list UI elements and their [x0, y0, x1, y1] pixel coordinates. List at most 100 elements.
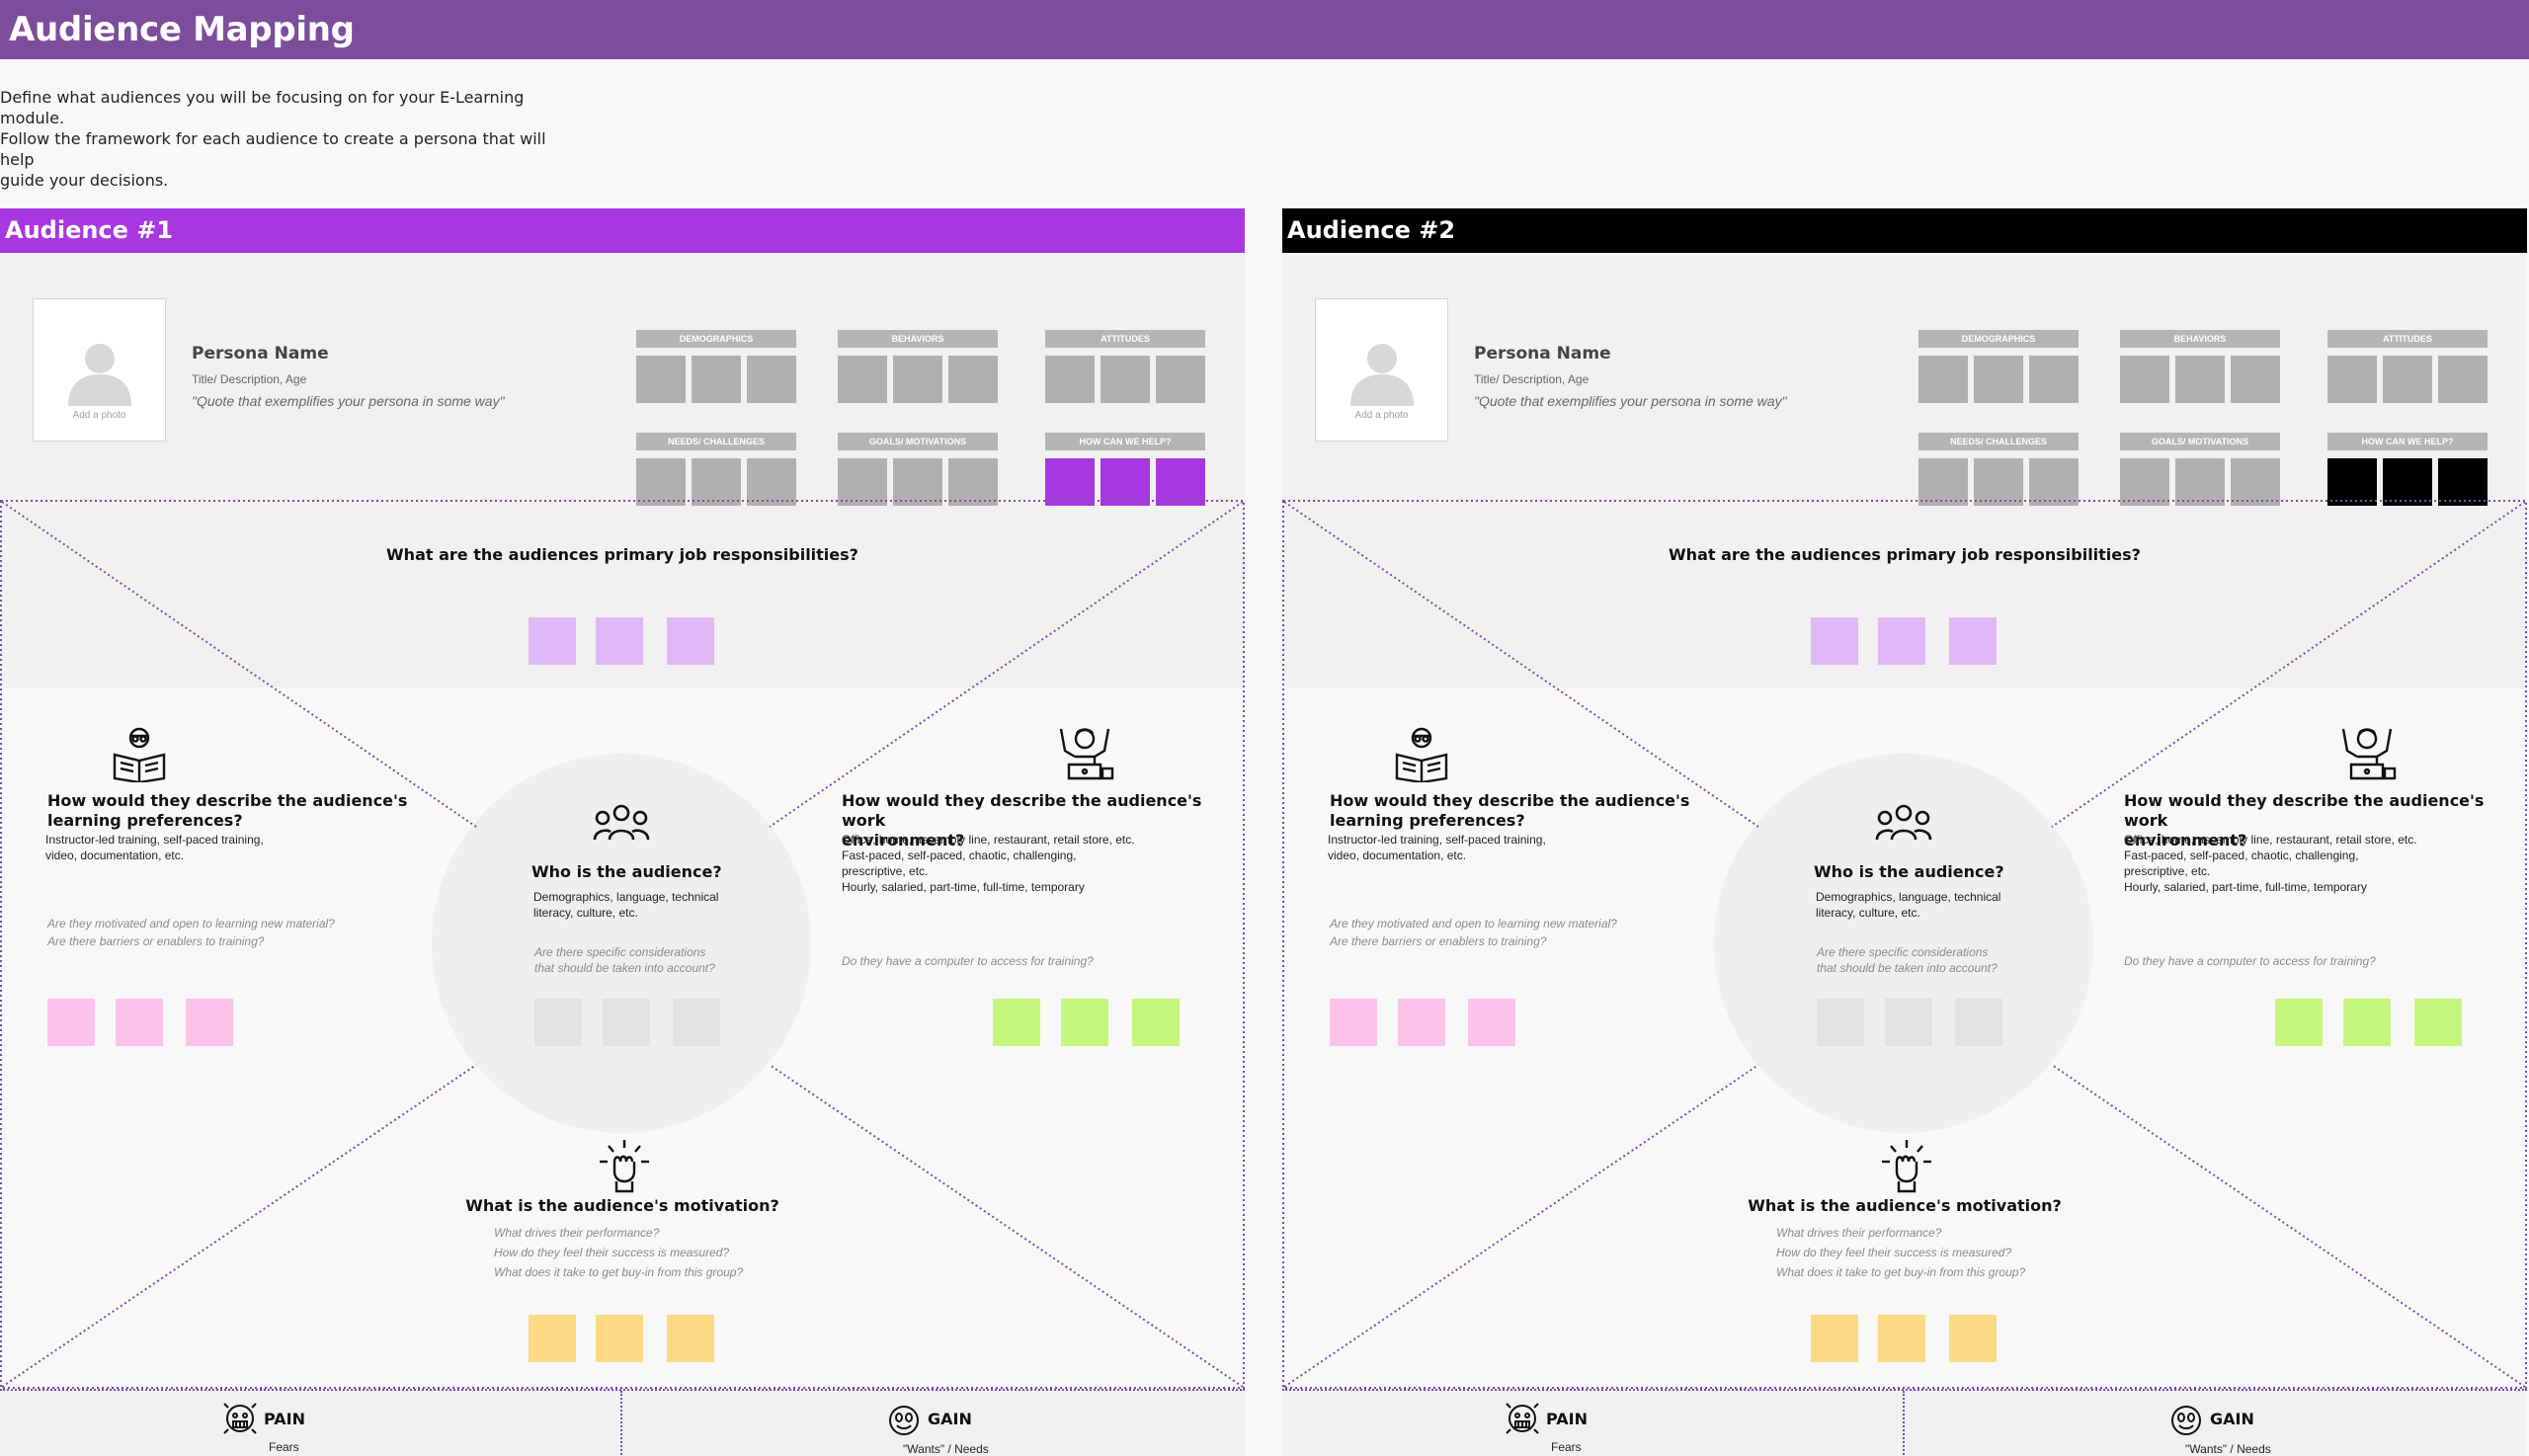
attribute-square[interactable] [1101, 458, 1150, 506]
hint-line: that should be taken into account? [534, 961, 715, 975]
sticky-note-grey[interactable] [1955, 999, 2002, 1046]
page-title: Audience Mapping [9, 10, 355, 49]
sticky-note-pink[interactable] [1330, 999, 1377, 1046]
sticky-note-green[interactable] [2275, 999, 2323, 1046]
attribute-square[interactable] [838, 356, 887, 403]
attribute-square[interactable] [1045, 356, 1095, 403]
attribute-square[interactable] [636, 356, 686, 403]
question-line: How would they describe the audience's w… [842, 791, 1202, 830]
sticky-note-green[interactable] [1061, 999, 1108, 1046]
sticky-note-yellow[interactable] [1949, 1315, 1997, 1362]
attribute-square[interactable] [2029, 356, 2079, 403]
attribute-square[interactable] [2383, 356, 2432, 403]
attribute-square[interactable] [2120, 458, 2169, 506]
learning-question: How would they describe the audience's l… [1330, 791, 1705, 831]
attribute-square[interactable] [1918, 458, 1968, 506]
persona-quote[interactable]: "Quote that exemplifies your persona in … [192, 393, 505, 409]
sticky-note-yellow[interactable] [596, 1315, 643, 1362]
attribute-block: NEEDS/ CHALLENGES [636, 433, 796, 522]
sticky-note-green[interactable] [993, 999, 1040, 1046]
sticky-note-purple[interactable] [596, 617, 643, 665]
attribute-square[interactable] [1156, 458, 1205, 506]
attribute-square[interactable] [2120, 356, 2169, 403]
sticky-note-purple[interactable] [529, 617, 576, 665]
sticky-note-grey[interactable] [534, 999, 582, 1046]
sticky-note-yellow[interactable] [667, 1315, 714, 1362]
photo-placeholder[interactable]: Add a photo [1315, 298, 1448, 442]
sticky-note-grey[interactable] [603, 999, 650, 1046]
sticky-note-grey[interactable] [673, 999, 720, 1046]
attribute-square[interactable] [2438, 458, 2488, 506]
attribute-square[interactable] [893, 356, 942, 403]
photo-placeholder[interactable]: Add a photo [33, 298, 166, 442]
attribute-square[interactable] [747, 356, 796, 403]
attribute-square[interactable] [2231, 458, 2280, 506]
attribute-square[interactable] [2383, 458, 2432, 506]
sticky-note-purple[interactable] [1811, 617, 1858, 665]
attribute-square[interactable] [948, 356, 998, 403]
attribute-square[interactable] [692, 458, 741, 506]
attribute-square[interactable] [692, 356, 741, 403]
desc-line: Hourly, salaried, part-time, full-time, … [2124, 880, 2367, 894]
pain-gain-bar: PAIN Fears GAIN "Wants" / Needs [0, 1389, 1245, 1456]
work-question: How would they describe the audience's w… [2124, 791, 2519, 850]
attribute-square[interactable] [2327, 356, 2377, 403]
desc-line: Hourly, salaried, part-time, full-time, … [842, 880, 1085, 894]
attribute-square[interactable] [2327, 458, 2377, 506]
who-hint: Are there specific considerations that s… [1817, 944, 1998, 976]
persona-title[interactable]: Title/ Description, Age [192, 372, 307, 386]
gain-label: GAIN [928, 1410, 972, 1428]
attribute-square[interactable] [636, 458, 686, 506]
worried-face-icon [223, 1403, 257, 1434]
attribute-square[interactable] [1045, 458, 1095, 506]
sticky-note-pink[interactable] [1398, 999, 1445, 1046]
attribute-square[interactable] [1974, 356, 2023, 403]
who-description: Demographics, language, technical litera… [1816, 889, 2000, 921]
sticky-note-green[interactable] [1132, 999, 1180, 1046]
sticky-note-green[interactable] [2414, 999, 2462, 1046]
attribute-square[interactable] [2231, 356, 2280, 403]
attribute-block: GOALS/ MOTIVATIONS [838, 433, 998, 522]
desc-line: literacy, culture, etc. [1816, 906, 1920, 920]
persona-name[interactable]: Persona Name [1474, 344, 1611, 364]
sticky-note-pink[interactable] [1468, 999, 1515, 1046]
motivation-question: What is the audience's motivation? [465, 1196, 779, 1215]
motivation-question: What is the audience's motivation? [1748, 1196, 2062, 1215]
learning-description: Instructor-led training, self-paced trai… [1328, 832, 1546, 863]
sticky-note-yellow[interactable] [529, 1315, 576, 1362]
attribute-square[interactable] [2029, 458, 2079, 506]
attribute-square[interactable] [838, 458, 887, 506]
attribute-square[interactable] [893, 458, 942, 506]
attribute-square[interactable] [2438, 356, 2488, 403]
hint-line: that should be taken into account? [1817, 961, 1998, 975]
worker-laptop-icon [1059, 728, 1114, 780]
attribute-square[interactable] [1156, 356, 1205, 403]
hint-line: How do they feel their success is measur… [1776, 1246, 2012, 1259]
sticky-note-pink[interactable] [116, 999, 163, 1046]
attribute-square[interactable] [1918, 356, 1968, 403]
sticky-note-grey[interactable] [1885, 999, 1932, 1046]
responsibilities-question: What are the audiences primary job respo… [386, 545, 858, 564]
persona-card: Add a photo Persona Name Title/ Descript… [0, 253, 1245, 688]
sticky-note-yellow[interactable] [1878, 1315, 1925, 1362]
sticky-note-pink[interactable] [186, 999, 233, 1046]
attribute-square[interactable] [747, 458, 796, 506]
desc-line: prescriptive, etc. [842, 864, 929, 878]
sticky-note-purple[interactable] [1949, 617, 1997, 665]
sticky-note-pink[interactable] [47, 999, 95, 1046]
sticky-note-purple[interactable] [667, 617, 714, 665]
question-line: How would they describe the audience's w… [2124, 791, 2485, 830]
attribute-square[interactable] [2175, 356, 2225, 403]
persona-quote[interactable]: "Quote that exemplifies your persona in … [1474, 393, 1787, 409]
attribute-square[interactable] [1974, 458, 2023, 506]
sticky-note-green[interactable] [2343, 999, 2391, 1046]
persona-title[interactable]: Title/ Description, Age [1474, 372, 1590, 386]
sticky-note-yellow[interactable] [1811, 1315, 1858, 1362]
sticky-note-purple[interactable] [1878, 617, 1925, 665]
persona-name[interactable]: Persona Name [192, 344, 329, 364]
sticky-note-grey[interactable] [1817, 999, 1864, 1046]
attribute-square[interactable] [1101, 356, 1150, 403]
attribute-square[interactable] [948, 458, 998, 506]
attribute-tag: HOW CAN WE HELP? [2327, 433, 2488, 450]
attribute-square[interactable] [2175, 458, 2225, 506]
